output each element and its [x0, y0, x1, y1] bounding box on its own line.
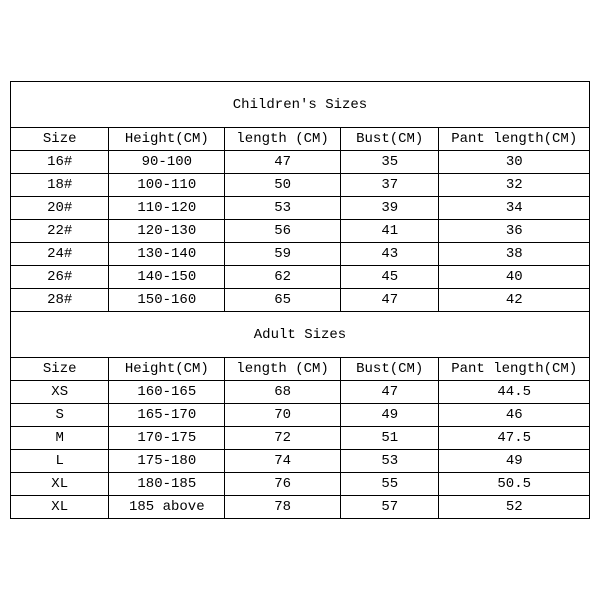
table-row: L175-180745349	[11, 450, 590, 473]
table-cell: 74	[225, 450, 341, 473]
table-cell: 36	[439, 220, 590, 243]
table-cell: 100-110	[109, 174, 225, 197]
table-cell: 90-100	[109, 151, 225, 174]
table-cell: 30	[439, 151, 590, 174]
table-row: 18#100-110503732	[11, 174, 590, 197]
table-cell: 62	[225, 266, 341, 289]
table-cell: 50	[225, 174, 341, 197]
section-title: Adult Sizes	[11, 312, 590, 358]
table-cell: 42	[439, 289, 590, 312]
column-header: Bust(CM)	[341, 358, 439, 381]
table-cell: 22#	[11, 220, 109, 243]
table-cell: 45	[341, 266, 439, 289]
table-cell: 110-120	[109, 197, 225, 220]
table-cell: 150-160	[109, 289, 225, 312]
section-title: Children's Sizes	[11, 82, 590, 128]
table-cell: 55	[341, 473, 439, 496]
table-cell: 28#	[11, 289, 109, 312]
table-cell: 165-170	[109, 404, 225, 427]
table-cell: 72	[225, 427, 341, 450]
table-cell: 39	[341, 197, 439, 220]
table-cell: 32	[439, 174, 590, 197]
table-row: 28#150-160654742	[11, 289, 590, 312]
table-cell: XL	[11, 496, 109, 519]
table-cell: 35	[341, 151, 439, 174]
table-cell: 53	[225, 197, 341, 220]
table-cell: M	[11, 427, 109, 450]
table-cell: 56	[225, 220, 341, 243]
table-cell: 24#	[11, 243, 109, 266]
table-cell: 41	[341, 220, 439, 243]
table-cell: 51	[341, 427, 439, 450]
column-header: Bust(CM)	[341, 128, 439, 151]
table-cell: XL	[11, 473, 109, 496]
table-cell: 49	[341, 404, 439, 427]
column-header: Pant length(CM)	[439, 358, 590, 381]
table-row: 22#120-130564136	[11, 220, 590, 243]
table-cell: 16#	[11, 151, 109, 174]
table-row: 26#140-150624540	[11, 266, 590, 289]
table-cell: 65	[225, 289, 341, 312]
table-cell: 47.5	[439, 427, 590, 450]
table-cell: 38	[439, 243, 590, 266]
table-row: XL185 above785752	[11, 496, 590, 519]
column-header: Height(CM)	[109, 358, 225, 381]
table-cell: 34	[439, 197, 590, 220]
table-cell: 49	[439, 450, 590, 473]
table-cell: 53	[341, 450, 439, 473]
table-cell: 130-140	[109, 243, 225, 266]
column-header: length (CM)	[225, 358, 341, 381]
table-cell: 40	[439, 266, 590, 289]
table-cell: 140-150	[109, 266, 225, 289]
column-header: Pant length(CM)	[439, 128, 590, 151]
table-row: XS160-165684744.5	[11, 381, 590, 404]
table-cell: 160-165	[109, 381, 225, 404]
column-header: Size	[11, 128, 109, 151]
table-cell: 37	[341, 174, 439, 197]
table-cell: 78	[225, 496, 341, 519]
column-header: Height(CM)	[109, 128, 225, 151]
table-cell: 46	[439, 404, 590, 427]
table-cell: 47	[225, 151, 341, 174]
table-cell: XS	[11, 381, 109, 404]
table-row: XL180-185765550.5	[11, 473, 590, 496]
table-row: 24#130-140594338	[11, 243, 590, 266]
table-cell: 76	[225, 473, 341, 496]
table-cell: 43	[341, 243, 439, 266]
table-cell: 68	[225, 381, 341, 404]
table-cell: 170-175	[109, 427, 225, 450]
size-table: Children's SizesSizeHeight(CM)length (CM…	[10, 81, 590, 519]
table-cell: 26#	[11, 266, 109, 289]
table-row: M170-175725147.5	[11, 427, 590, 450]
table-cell: 20#	[11, 197, 109, 220]
table-cell: 44.5	[439, 381, 590, 404]
table-cell: 47	[341, 289, 439, 312]
table-row: S165-170704946	[11, 404, 590, 427]
table-cell: 50.5	[439, 473, 590, 496]
column-header: length (CM)	[225, 128, 341, 151]
size-table-container: Children's SizesSizeHeight(CM)length (CM…	[10, 81, 590, 519]
table-cell: 70	[225, 404, 341, 427]
table-cell: 52	[439, 496, 590, 519]
table-cell: L	[11, 450, 109, 473]
table-cell: 57	[341, 496, 439, 519]
table-row: 16#90-100473530	[11, 151, 590, 174]
table-cell: 175-180	[109, 450, 225, 473]
table-row: 20#110-120533934	[11, 197, 590, 220]
table-cell: 180-185	[109, 473, 225, 496]
table-cell: 120-130	[109, 220, 225, 243]
table-cell: 18#	[11, 174, 109, 197]
column-header: Size	[11, 358, 109, 381]
table-cell: 59	[225, 243, 341, 266]
table-cell: 47	[341, 381, 439, 404]
table-cell: S	[11, 404, 109, 427]
table-cell: 185 above	[109, 496, 225, 519]
